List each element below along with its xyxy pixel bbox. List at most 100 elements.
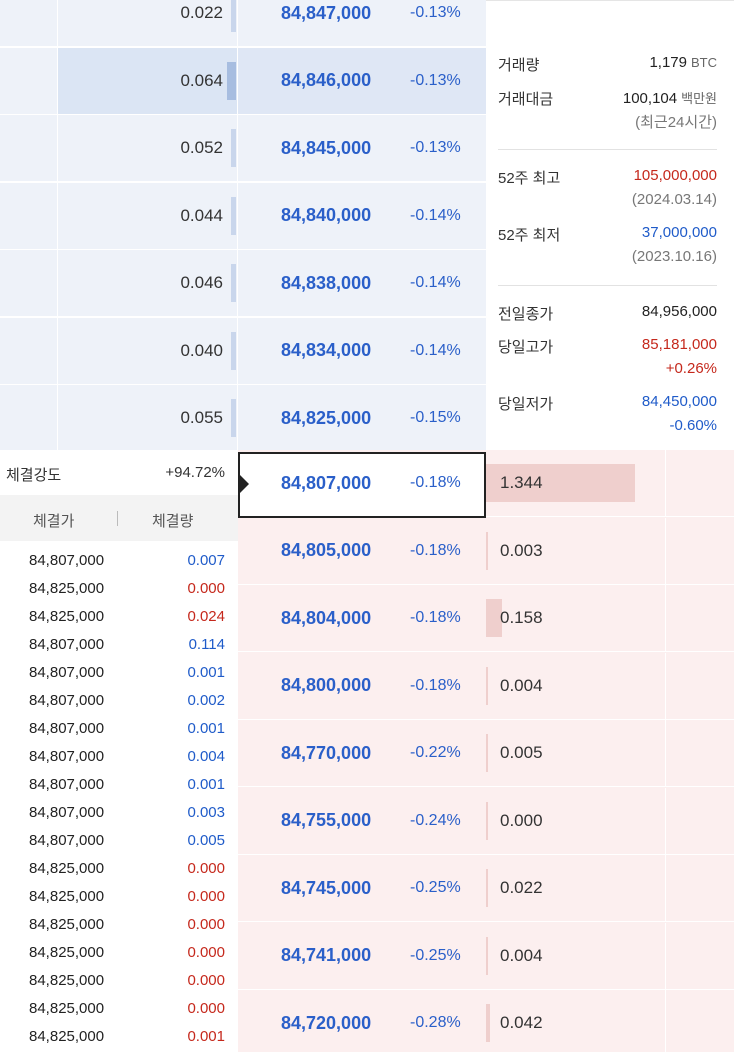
- prev-close-line: 전일종가 84,956,000: [498, 303, 717, 324]
- ask-qty-bar: [230, 196, 236, 235]
- trade-row: 84,825,000 0.000: [0, 967, 238, 995]
- bid-price-cell[interactable]: 84,745,000 -0.25%: [238, 855, 486, 921]
- trade-qty: 0.004: [187, 748, 225, 765]
- ask-price-cell[interactable]: 84,846,000 -0.13%: [238, 47, 486, 114]
- bid-price-cell[interactable]: 84,741,000 -0.25%: [238, 923, 486, 989]
- ask-qty-cell: 0.040: [58, 317, 237, 384]
- trade-price: 84,825,000: [29, 944, 105, 961]
- trade-price: 84,807,000: [29, 804, 105, 821]
- ask-price-cell[interactable]: 84,840,000 -0.14%: [238, 182, 486, 249]
- bid-row[interactable]: 84,807,000 -0.18% 1.344: [238, 450, 734, 518]
- ask-row[interactable]: 0.055 84,825,000 -0.15%: [0, 385, 486, 452]
- trade-price: 84,807,000: [29, 720, 105, 737]
- day-high-label: 당일고가: [498, 339, 554, 356]
- trade-qty: 0.000: [187, 916, 225, 933]
- bid-qty-bar: [486, 666, 488, 705]
- bid-price-cell[interactable]: 84,755,000 -0.24%: [238, 788, 486, 854]
- low52-date: (2023.10.16): [631, 248, 717, 265]
- trade-table-header: 체결가 체결량: [0, 495, 238, 541]
- bid-change: -0.18%: [410, 541, 461, 559]
- trade-qty: 0.001: [187, 776, 225, 793]
- ask-qty-bar: [230, 0, 236, 32]
- trade-price: 84,825,000: [29, 888, 105, 905]
- bid-row[interactable]: 84,720,000 -0.28% 0.042: [238, 990, 734, 1052]
- bid-qty: 0.004: [500, 675, 543, 695]
- bid-empty-cell: [666, 788, 734, 854]
- current-price-box: [238, 452, 486, 518]
- ask-qty: 0.046: [180, 273, 223, 292]
- trade-row: 84,807,000 0.007: [0, 547, 238, 575]
- low52-line: 52주 최저 37,000,000: [498, 224, 717, 245]
- trade-qty: 0.007: [187, 552, 225, 569]
- ask-row[interactable]: 0.044 84,840,000 -0.14%: [0, 182, 486, 250]
- bid-qty-bar: [486, 531, 488, 570]
- amount-unit: 백만원: [681, 91, 717, 106]
- high52-line: 52주 최고 105,000,000: [498, 167, 717, 188]
- bid-price-cell[interactable]: 84,800,000 -0.18%: [238, 653, 486, 719]
- bid-row[interactable]: 84,755,000 -0.24% 0.000: [238, 787, 734, 855]
- ask-row[interactable]: 0.040 84,834,000 -0.14%: [0, 317, 486, 385]
- bid-row[interactable]: 84,745,000 -0.25% 0.022: [238, 855, 734, 922]
- trade-row: 84,807,000 0.001: [0, 715, 238, 743]
- trade-price: 84,807,000: [29, 692, 105, 709]
- strength-label: 체결강도: [6, 467, 62, 484]
- trade-row: 84,807,000 0.004: [0, 743, 238, 771]
- ask-price-cell[interactable]: 84,825,000 -0.15%: [238, 385, 486, 451]
- current-price-pointer-icon: [240, 475, 249, 493]
- bid-price-cell[interactable]: 84,720,000 -0.28%: [238, 990, 486, 1052]
- trade-qty: 0.000: [187, 972, 225, 989]
- bid-price: 84,807,000: [281, 472, 372, 493]
- bid-price-cell[interactable]: 84,804,000 -0.18%: [238, 585, 486, 651]
- trade-qty: 0.024: [187, 608, 225, 625]
- bid-qty: 0.004: [500, 945, 543, 965]
- bid-empty-cell: [666, 653, 734, 719]
- bid-price-cell[interactable]: 84,770,000 -0.22%: [238, 720, 486, 786]
- ask-price-cell[interactable]: 84,845,000 -0.13%: [238, 115, 486, 181]
- bid-price-cell[interactable]: 84,805,000 -0.18%: [238, 518, 486, 584]
- ask-qty: 0.055: [180, 408, 223, 427]
- trade-qty: 0.003: [187, 804, 225, 821]
- bid-qty: 0.000: [500, 810, 543, 830]
- bid-row[interactable]: 84,741,000 -0.25% 0.004: [238, 922, 734, 990]
- ask-row[interactable]: 0.064 84,846,000 -0.13%: [0, 47, 486, 115]
- bid-empty-cell: [666, 990, 734, 1052]
- trade-strength: 체결강도 +94.72%: [0, 450, 238, 495]
- ask-row[interactable]: 0.046 84,838,000 -0.14%: [0, 250, 486, 317]
- trade-qty: 0.000: [187, 1000, 225, 1017]
- ask-price-cell[interactable]: 84,834,000 -0.14%: [238, 317, 486, 384]
- bid-change: -0.24%: [410, 811, 461, 829]
- bid-price-cell[interactable]: 84,807,000 -0.18%: [238, 450, 486, 518]
- bid-qty-bar: [486, 801, 488, 840]
- bid-row[interactable]: 84,800,000 -0.18% 0.004: [238, 652, 734, 720]
- trade-price: 84,807,000: [29, 664, 105, 681]
- bid-qty-bar: [486, 464, 636, 502]
- bid-empty-cell: [666, 585, 734, 651]
- trade-price: 84,825,000: [29, 972, 105, 989]
- trade-row: 84,807,000 0.114: [0, 631, 238, 659]
- bid-qty-cell: 0.158: [486, 585, 666, 651]
- ask-change: -0.13%: [410, 4, 461, 21]
- ask-empty-cell: [0, 0, 57, 46]
- market-info-panel: 거래량 1,179 BTC 거래대금 100,104 백만원 (최근24시간) 52…: [486, 0, 734, 450]
- ask-price-cell[interactable]: 84,847,000 -0.13%: [238, 0, 486, 46]
- ask-change: -0.14%: [410, 206, 461, 224]
- trade-row: 84,825,000 0.024: [0, 603, 238, 631]
- bid-qty: 0.005: [500, 743, 543, 762]
- trade-qty: 0.000: [187, 888, 225, 905]
- bid-row[interactable]: 84,804,000 -0.18% 0.158: [238, 585, 734, 652]
- trade-price: 84,807,000: [29, 832, 105, 849]
- trade-price: 84,825,000: [29, 1000, 105, 1017]
- amount-label: 거래대금: [498, 91, 554, 108]
- bid-qty-bar: [486, 869, 488, 907]
- ask-row[interactable]: 0.022 84,847,000 -0.13%: [0, 0, 486, 47]
- bid-qty: 0.158: [500, 608, 543, 627]
- ask-price-cell[interactable]: 84,838,000 -0.14%: [238, 250, 486, 316]
- ask-row[interactable]: 0.052 84,845,000 -0.13%: [0, 115, 486, 182]
- bid-change: -0.18%: [410, 474, 461, 491]
- trade-row: 84,825,000 0.000: [0, 883, 238, 911]
- trade-price: 84,807,000: [29, 636, 105, 653]
- ask-change: -0.15%: [410, 409, 461, 426]
- bid-empty-cell: [666, 923, 734, 989]
- bid-row[interactable]: 84,770,000 -0.22% 0.005: [238, 720, 734, 787]
- bid-row[interactable]: 84,805,000 -0.18% 0.003: [238, 517, 734, 585]
